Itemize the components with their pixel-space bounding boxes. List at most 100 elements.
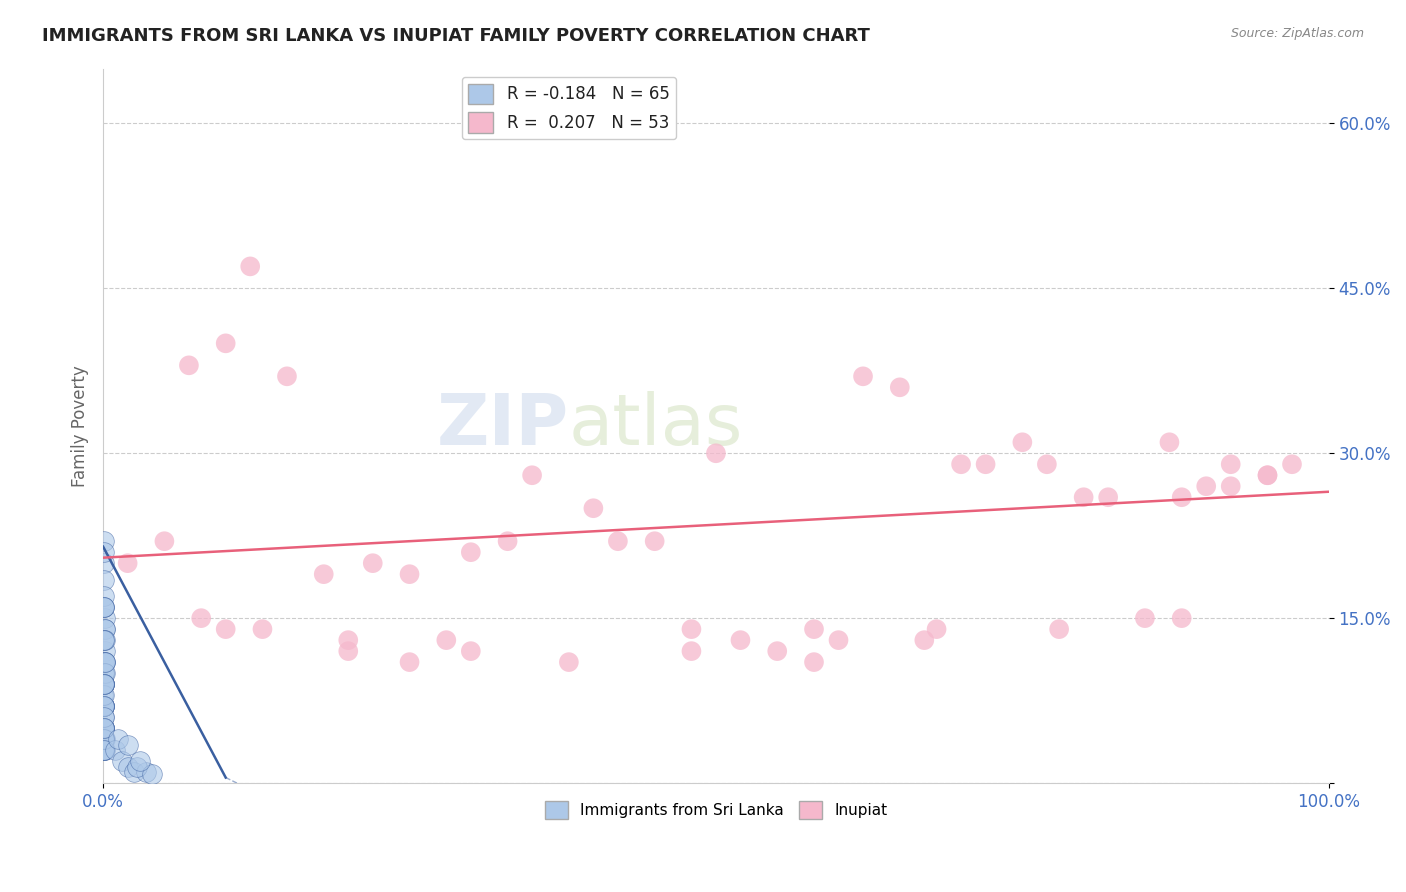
Point [93,743,115,757]
Point [852,369,875,384]
Point [681,622,703,636]
Point [361,556,384,570]
Point [93,688,115,702]
Point [1170,611,1192,625]
Point [337,644,360,658]
Point [127,759,149,773]
Point [93,743,115,757]
Point [93,556,115,570]
Point [93,721,115,735]
Point [1170,490,1192,504]
Point [252,622,274,636]
Point [93,699,115,714]
Point [93,710,115,724]
Point [215,336,238,351]
Point [1219,457,1241,471]
Point [93,677,115,691]
Text: atlas: atlas [569,392,744,460]
Point [1159,435,1181,450]
Point [1047,622,1070,636]
Point [93,721,115,735]
Point [93,655,115,669]
Point [93,732,115,747]
Point [681,644,703,658]
Point [1011,435,1033,450]
Point [93,666,115,681]
Point [141,767,163,781]
Point [93,732,115,747]
Point [129,754,152,768]
Point [107,732,129,747]
Point [1097,490,1119,504]
Point [1036,457,1059,471]
Text: ZIP: ZIP [437,392,569,460]
Point [93,600,115,615]
Point [94,622,117,636]
Point [110,754,132,768]
Point [190,611,212,625]
Point [93,732,115,747]
Point [1133,611,1156,625]
Point [460,644,482,658]
Point [93,743,115,757]
Point [93,600,115,615]
Point [93,666,115,681]
Point [94,633,117,648]
Point [93,677,115,691]
Point [93,666,115,681]
Text: IMMIGRANTS FROM SRI LANKA VS INUPIAT FAMILY POVERTY CORRELATION CHART: IMMIGRANTS FROM SRI LANKA VS INUPIAT FAM… [42,27,870,45]
Point [93,534,115,549]
Point [93,699,115,714]
Point [644,534,666,549]
Point [1281,457,1303,471]
Point [974,457,997,471]
Y-axis label: Family Poverty: Family Poverty [72,365,89,487]
Point [93,655,115,669]
Point [93,699,115,714]
Point [177,359,200,373]
Point [950,457,973,471]
Point [93,677,115,691]
Point [93,589,115,603]
Point [93,655,115,669]
Point [434,633,457,648]
Point [1256,468,1278,483]
Point [704,446,727,460]
Point [135,765,157,780]
Point [94,644,117,658]
Point [398,655,420,669]
Point [312,567,335,582]
Point [912,633,935,648]
Point [93,721,115,735]
Point [93,573,115,587]
Point [1195,479,1218,493]
Point [803,622,825,636]
Point [117,738,139,752]
Point [1073,490,1095,504]
Point [93,732,115,747]
Point [117,556,139,570]
Point [93,677,115,691]
Point [94,622,117,636]
Point [93,655,115,669]
Point [93,600,115,615]
Point [215,622,238,636]
Point [93,611,115,625]
Point [122,765,145,780]
Point [93,633,115,648]
Point [153,534,176,549]
Point [94,743,117,757]
Point [496,534,519,549]
Point [93,699,115,714]
Point [93,633,115,648]
Point [520,468,543,483]
Point [93,677,115,691]
Point [766,644,789,658]
Point [606,534,628,549]
Point [93,732,115,747]
Point [93,721,115,735]
Point [93,721,115,735]
Point [93,699,115,714]
Point [93,710,115,724]
Point [398,567,420,582]
